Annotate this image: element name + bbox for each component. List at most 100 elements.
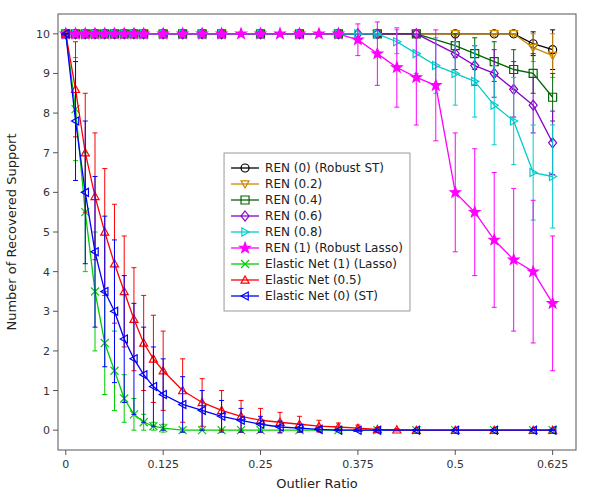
y-tick-label: 3 xyxy=(43,305,50,318)
data-point xyxy=(179,400,186,408)
data-point xyxy=(237,416,244,424)
data-point xyxy=(129,28,139,38)
data-point xyxy=(549,426,556,434)
error-bar xyxy=(112,240,117,383)
legend-line xyxy=(231,167,259,168)
data-point xyxy=(257,420,264,428)
data-point xyxy=(490,30,498,38)
legend: REN (0) (Robust ST)REN (0.2)REN (0.4)REN… xyxy=(224,153,410,311)
error-bar xyxy=(550,430,555,431)
error-bar xyxy=(278,421,283,433)
error-bar xyxy=(550,125,555,228)
data-point xyxy=(451,426,459,433)
legend-marker xyxy=(241,211,249,221)
legend-label: REN (0) (Robust ST) xyxy=(265,161,384,175)
plot-area xyxy=(61,22,558,434)
error-bar xyxy=(122,276,127,403)
axes: 00.1250.250.3750.50.625012345678910 xyxy=(36,28,568,471)
data-point xyxy=(120,335,127,343)
error-bar xyxy=(550,430,555,431)
error-bar xyxy=(453,430,458,431)
data-point xyxy=(490,426,498,433)
y-tick xyxy=(53,271,58,272)
data-point xyxy=(412,426,419,434)
data-point xyxy=(218,412,225,420)
data-point xyxy=(138,28,148,38)
data-point xyxy=(412,426,420,434)
data-point xyxy=(149,383,156,391)
error-bar xyxy=(453,430,458,431)
legend-box xyxy=(224,153,410,311)
data-point xyxy=(549,426,557,434)
series-line xyxy=(66,34,553,430)
legend-line xyxy=(231,295,259,296)
data-point xyxy=(529,69,537,77)
error-bar xyxy=(63,33,68,34)
legend-label: REN (0.6) xyxy=(265,209,322,223)
error-bar xyxy=(492,430,497,431)
error-bar xyxy=(219,400,224,432)
series-line xyxy=(66,34,553,430)
error-bar xyxy=(492,66,497,145)
data-point xyxy=(119,28,129,38)
error-bar xyxy=(492,430,497,431)
error-bar xyxy=(472,46,477,117)
data-point xyxy=(314,28,324,38)
data-point xyxy=(472,77,479,85)
series xyxy=(62,30,556,434)
error-bar xyxy=(180,377,185,432)
error-bar xyxy=(414,430,419,431)
data-point xyxy=(491,101,498,109)
data-point xyxy=(276,423,283,431)
legend-marker xyxy=(241,181,249,188)
x-tick xyxy=(163,450,164,455)
data-point xyxy=(159,391,166,399)
error-bar xyxy=(531,430,536,431)
legend-line xyxy=(231,183,259,184)
error-bar xyxy=(161,359,166,430)
y-tick-label: 9 xyxy=(43,67,50,80)
data-point xyxy=(62,30,70,38)
y-tick-label: 7 xyxy=(43,147,50,160)
series xyxy=(61,22,558,371)
error-bar xyxy=(83,121,88,264)
error-bar xyxy=(141,327,146,422)
x-tick xyxy=(455,450,456,455)
data-point xyxy=(315,425,322,433)
legend-marker xyxy=(241,292,248,300)
data-point xyxy=(109,28,119,38)
data-point xyxy=(547,298,557,308)
x-tick xyxy=(260,450,261,455)
data-point xyxy=(62,30,70,38)
x-tick xyxy=(357,450,358,455)
data-point xyxy=(62,30,70,37)
data-point xyxy=(236,28,246,38)
x-tick-label: 0.625 xyxy=(537,458,569,471)
y-tick xyxy=(53,152,58,153)
error-bar xyxy=(550,430,555,431)
data-point xyxy=(255,28,265,38)
y-tick-label: 8 xyxy=(43,107,50,120)
y-axis-label: Number of Recovered Support xyxy=(4,133,19,330)
x-tick xyxy=(552,450,553,455)
data-point xyxy=(158,28,168,38)
y-tick xyxy=(53,73,58,74)
data-point xyxy=(530,169,537,177)
error-bar xyxy=(414,430,419,431)
error-bar xyxy=(531,430,536,431)
data-point xyxy=(451,426,458,434)
legend-line xyxy=(231,215,259,216)
y-tick-label: 0 xyxy=(43,424,50,437)
data-point xyxy=(489,234,499,244)
data-point xyxy=(549,52,557,59)
legend-marker xyxy=(241,196,249,204)
data-point xyxy=(510,30,518,38)
legend-line xyxy=(231,279,259,280)
data-point xyxy=(508,254,518,264)
legend-marker xyxy=(241,276,249,283)
series xyxy=(63,30,557,228)
error-bar xyxy=(151,347,156,426)
error-bar xyxy=(336,430,341,431)
data-point xyxy=(294,28,304,38)
data-point xyxy=(275,28,285,38)
